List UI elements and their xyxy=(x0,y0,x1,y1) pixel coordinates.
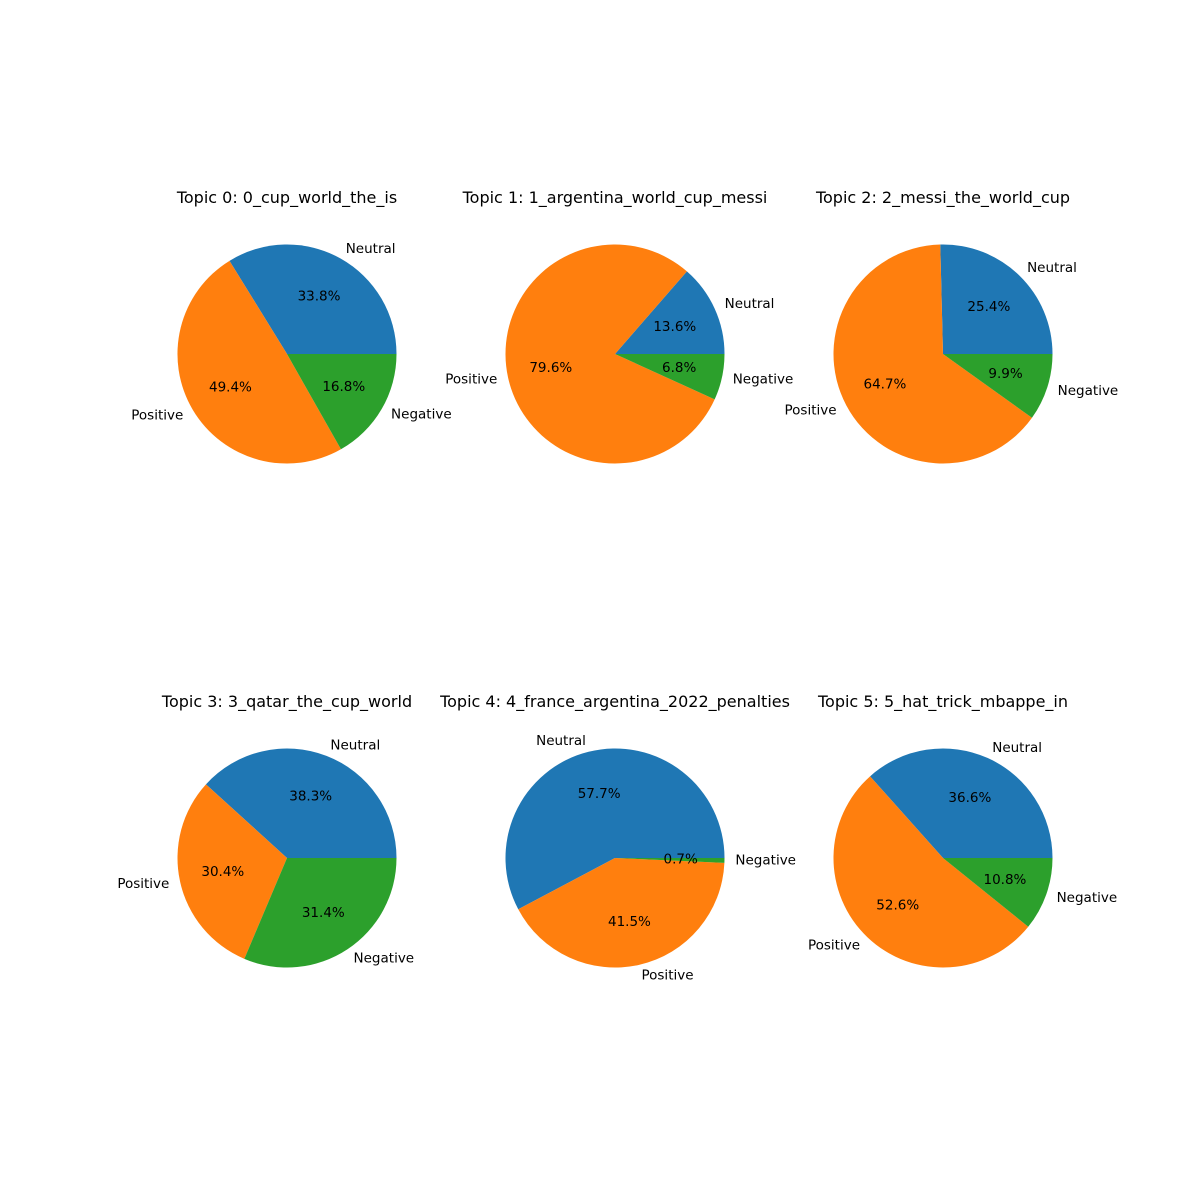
percent-label: 0.7% xyxy=(664,851,698,867)
pie-slice-negative xyxy=(943,354,1053,418)
chart-title: Topic 1: 1_argentina_world_cup_messi xyxy=(462,188,768,208)
pie-slice-negative xyxy=(943,858,1053,927)
slice-label: Positive xyxy=(641,968,693,984)
pie-slice-positive xyxy=(833,776,1029,968)
percent-label: 57.7% xyxy=(578,786,621,802)
slice-label: Neutral xyxy=(1027,260,1077,276)
pie-slice-positive xyxy=(518,858,725,968)
chart-title: Topic 4: 4_france_argentina_2022_penalti… xyxy=(439,692,790,712)
pie-slice-negative xyxy=(615,354,725,400)
pie-slice-neutral xyxy=(940,244,1053,354)
slice-label: Negative xyxy=(1058,383,1119,399)
slice-label: Negative xyxy=(735,853,796,869)
percent-label: 38.3% xyxy=(289,789,332,805)
chart-title: Topic 0: 0_cup_world_the_is xyxy=(176,188,397,208)
pie-slice-positive xyxy=(505,244,715,464)
percent-label: 13.6% xyxy=(653,319,696,335)
pie-slice-positive xyxy=(177,260,341,464)
slice-label: Neutral xyxy=(346,241,396,257)
pie-chart-5: Topic 5: 5_hat_trick_mbappe_in Neutral Pos… xyxy=(808,692,1117,968)
chart-title: Topic 3: 3_qatar_the_cup_world xyxy=(161,692,412,712)
pie-chart-4: Topic 4: 4_france_argentina_2022_penalti… xyxy=(439,692,796,984)
percent-label: 79.6% xyxy=(529,360,572,376)
pie-slice-positive xyxy=(177,784,287,959)
pie-slice-negative xyxy=(615,858,725,863)
pie-chart-1: Topic 1: 1_argentina_world_cup_messi Neut… xyxy=(445,188,794,464)
percent-label: 33.8% xyxy=(298,289,341,305)
percent-label: 64.7% xyxy=(863,377,906,393)
slice-label: Negative xyxy=(391,407,452,423)
percent-label: 41.5% xyxy=(608,914,651,930)
pie-slice-neutral xyxy=(615,271,725,354)
pie-chart-3: Topic 3: 3_qatar_the_cup_world Neutral Pos… xyxy=(117,692,414,968)
percent-label: 36.6% xyxy=(948,790,991,806)
chart-title: Topic 5: 5_hat_trick_mbappe_in xyxy=(817,692,1068,712)
pie-slice-neutral xyxy=(870,748,1053,858)
pie-slice-neutral xyxy=(205,748,397,858)
chart-title: Topic 2: 2_messi_the_world_cup xyxy=(815,188,1070,208)
percent-label: 9.9% xyxy=(988,366,1022,382)
slice-label: Positive xyxy=(785,402,837,418)
slice-label: Positive xyxy=(117,876,169,892)
percent-label: 52.6% xyxy=(876,898,919,914)
pie-slice-negative xyxy=(244,858,397,968)
slice-label: Negative xyxy=(733,372,794,388)
percent-label: 31.4% xyxy=(302,905,345,921)
pie-slice-negative xyxy=(287,354,397,450)
slice-label: Positive xyxy=(131,407,183,423)
pie-chart-0: Topic 0: 0_cup_world_the_is Neutral Positi… xyxy=(131,188,452,464)
percent-label: 10.8% xyxy=(984,872,1027,888)
pie-slice-positive xyxy=(833,244,1032,464)
percent-label: 16.8% xyxy=(322,379,365,395)
slice-label: Neutral xyxy=(992,740,1042,756)
percent-label: 6.8% xyxy=(662,360,696,376)
slice-label: Neutral xyxy=(536,733,586,749)
pie-slice-neutral xyxy=(505,748,725,910)
slice-label: Neutral xyxy=(725,296,775,312)
pie-chart-2: Topic 2: 2_messi_the_world_cup Neutral Pos… xyxy=(785,188,1119,464)
percent-label: 30.4% xyxy=(201,864,244,880)
percent-label: 49.4% xyxy=(209,379,252,395)
slice-label: Negative xyxy=(354,950,415,966)
slice-label: Positive xyxy=(808,937,860,953)
slice-label: Neutral xyxy=(330,738,380,754)
pie-slice-neutral xyxy=(229,244,397,354)
percent-label: 25.4% xyxy=(967,299,1010,315)
slice-label: Positive xyxy=(445,372,497,388)
slice-label: Negative xyxy=(1057,890,1118,906)
